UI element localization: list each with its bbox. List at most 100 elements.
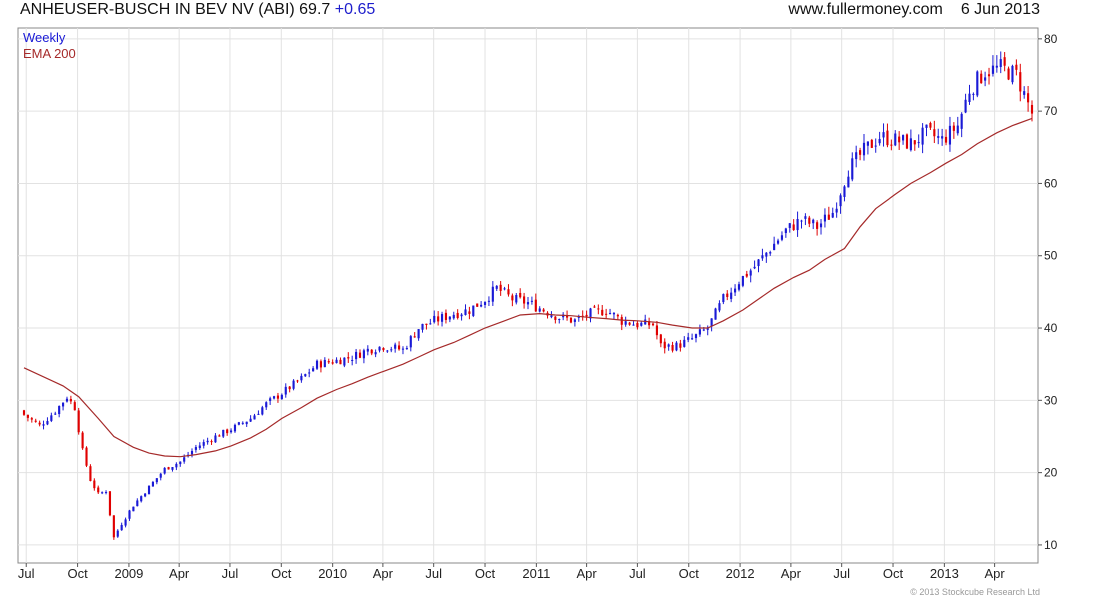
candle-body: [179, 461, 182, 465]
chart-source-date: www.fullermoney.com 6 Jun 2013: [788, 1, 1040, 19]
candle-body: [651, 323, 655, 326]
candle-body: [1003, 57, 1006, 66]
candle-down: [913, 140, 916, 151]
x-tick-label: 2013: [930, 566, 959, 581]
candle-body: [612, 312, 616, 315]
candle-body: [241, 422, 244, 424]
candle-up: [761, 248, 764, 261]
candle-body: [58, 406, 61, 415]
candle-up: [964, 93, 967, 114]
candle-body: [276, 395, 280, 399]
candle-up: [351, 355, 354, 366]
candle-up: [706, 325, 709, 336]
candle-down: [987, 67, 991, 85]
candle-body: [694, 334, 698, 339]
candle-body: [554, 316, 557, 320]
candle-up: [976, 70, 979, 98]
candle-body: [312, 368, 315, 372]
candle-body: [1030, 104, 1034, 114]
candle-down: [444, 309, 448, 324]
candle-body: [976, 71, 979, 96]
candle-down: [523, 292, 526, 309]
candle-body: [780, 235, 784, 240]
candle-up: [491, 281, 494, 306]
candle-up: [42, 420, 45, 430]
candle-up: [128, 509, 131, 521]
candle-body: [237, 422, 240, 425]
candle-body: [757, 259, 760, 267]
candle-body: [440, 314, 444, 322]
candle-up: [941, 128, 944, 146]
candle-down: [296, 379, 299, 383]
candle-up: [823, 208, 827, 228]
candle-body: [222, 429, 225, 437]
candle-down: [671, 341, 674, 353]
candle-up: [151, 480, 155, 487]
candle-body: [81, 432, 84, 449]
candle-body: [140, 496, 143, 502]
candle-down: [1030, 100, 1034, 122]
candle-body: [569, 317, 573, 323]
candle-body: [558, 319, 561, 321]
candle-body: [26, 414, 29, 418]
candle-down: [1003, 52, 1006, 72]
candle-body: [1023, 91, 1026, 95]
candle-body: [409, 336, 412, 348]
candle-up: [140, 495, 143, 503]
candle-up: [308, 368, 311, 378]
copyright-notice: © 2013 Stockcube Research Ltd: [910, 587, 1040, 597]
candle-down: [933, 120, 936, 144]
candle-body: [866, 141, 869, 146]
candle-body: [882, 132, 885, 138]
candle-body: [675, 342, 678, 351]
candle-down: [468, 306, 471, 320]
candle-up: [214, 433, 217, 443]
candle-up: [440, 311, 444, 327]
candle-body: [874, 145, 877, 147]
candle-body: [749, 270, 752, 276]
candle-down: [26, 414, 29, 422]
source-link[interactable]: www.fullermoney.com: [788, 1, 943, 18]
candle-body: [374, 352, 377, 355]
x-tick-label: Apr: [984, 566, 1005, 581]
y-tick-label: 50: [1044, 249, 1058, 263]
candle-up: [147, 485, 151, 495]
candle-down: [511, 293, 514, 307]
chart-date: 6 Jun 2013: [960, 1, 1040, 18]
candle-down: [816, 220, 819, 236]
candle-up: [749, 268, 752, 283]
candle-up: [417, 329, 420, 341]
candle-body: [343, 357, 346, 366]
candle-up: [784, 227, 787, 238]
candle-body: [327, 361, 330, 363]
candle-body: [573, 319, 576, 322]
candle-up: [261, 405, 264, 416]
x-tick-label: 2010: [318, 566, 347, 581]
candle-body: [42, 424, 45, 426]
candle-body: [183, 457, 186, 462]
candle-up: [956, 116, 959, 136]
candle-down: [870, 138, 873, 149]
candle-body: [413, 336, 416, 338]
candle-up: [190, 448, 194, 458]
candle-up: [249, 415, 252, 423]
candle-body: [710, 318, 713, 327]
candle-body: [280, 394, 283, 400]
candle-up: [241, 421, 244, 425]
candle-down: [542, 308, 545, 313]
candle-down: [655, 320, 659, 340]
candle-up: [538, 306, 541, 313]
candle-body: [730, 292, 733, 299]
candle-up: [675, 341, 678, 352]
candle-down: [331, 359, 334, 365]
candle-body: [206, 440, 209, 443]
candle-body: [968, 93, 971, 102]
candle-body: [941, 136, 944, 139]
candle-body: [38, 422, 41, 425]
candle-body: [995, 65, 998, 68]
candle-body: [245, 421, 248, 425]
candle-up: [831, 207, 834, 219]
candle-body: [421, 323, 424, 330]
candle-up: [733, 284, 737, 296]
candle-body: [972, 93, 975, 95]
